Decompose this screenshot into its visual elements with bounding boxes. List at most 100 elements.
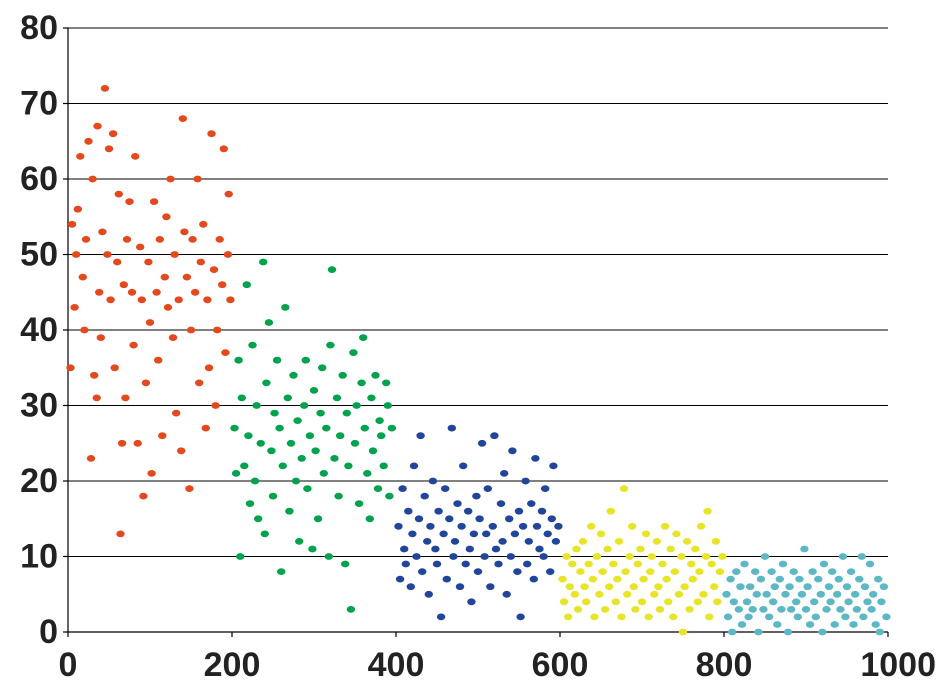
x-tick-label: 600 xyxy=(532,646,589,681)
data-point xyxy=(699,590,708,598)
data-point xyxy=(625,553,634,560)
data-point xyxy=(119,281,128,289)
data-point xyxy=(193,175,202,183)
x-tick-label: 400 xyxy=(368,646,425,681)
data-point xyxy=(508,447,517,455)
data-point xyxy=(751,568,760,575)
data-point xyxy=(394,522,403,530)
data-point xyxy=(674,590,684,598)
data-point xyxy=(234,356,243,364)
data-point xyxy=(879,583,889,591)
data-point xyxy=(754,628,763,636)
data-point xyxy=(441,485,450,492)
data-point xyxy=(740,560,749,568)
data-point xyxy=(759,606,768,613)
data-point xyxy=(464,507,473,515)
data-point xyxy=(524,538,533,545)
data-point xyxy=(562,553,571,560)
data-point xyxy=(108,130,118,138)
data-point xyxy=(655,606,665,613)
data-point xyxy=(573,606,583,613)
data-point xyxy=(808,568,817,575)
data-point xyxy=(359,334,368,341)
data-point xyxy=(382,379,391,387)
data-point xyxy=(860,583,870,591)
data-point xyxy=(80,326,89,334)
data-point xyxy=(295,538,304,545)
data-point xyxy=(494,560,503,568)
y-tick-label: 80 xyxy=(20,9,58,47)
data-point xyxy=(502,590,511,598)
data-point xyxy=(100,85,110,92)
data-point xyxy=(180,228,189,236)
data-point xyxy=(824,583,834,591)
y-tick-label: 40 xyxy=(20,311,58,349)
y-tick-label: 0 xyxy=(39,613,58,651)
data-point xyxy=(549,462,558,470)
data-point xyxy=(78,273,88,281)
data-point xyxy=(841,613,850,621)
data-point xyxy=(775,575,784,583)
data-point xyxy=(859,613,868,621)
data-point xyxy=(237,394,246,402)
data-point xyxy=(762,590,771,598)
data-point xyxy=(313,515,323,523)
data-point xyxy=(800,545,809,553)
data-point xyxy=(644,613,653,621)
data-point xyxy=(863,598,872,606)
data-point xyxy=(170,251,179,258)
data-point xyxy=(882,613,891,621)
data-point xyxy=(844,598,853,606)
data-point xyxy=(688,575,697,583)
data-point xyxy=(580,583,589,591)
data-point xyxy=(327,266,337,273)
data-point xyxy=(781,590,790,598)
data-point xyxy=(670,568,679,575)
data-point xyxy=(174,296,183,304)
data-point xyxy=(558,575,567,583)
data-point xyxy=(66,364,75,372)
data-point xyxy=(149,198,159,206)
data-point xyxy=(778,560,788,568)
data-point xyxy=(136,243,145,251)
data-point xyxy=(326,341,335,349)
data-point xyxy=(185,485,194,492)
data-point xyxy=(867,606,876,613)
data-point xyxy=(592,553,602,560)
data-point xyxy=(354,500,364,507)
data-point xyxy=(603,545,612,553)
data-point xyxy=(349,349,358,356)
data-point xyxy=(84,137,93,145)
data-point xyxy=(514,507,524,515)
data-point xyxy=(254,515,263,523)
data-point xyxy=(532,522,542,530)
data-point xyxy=(654,583,663,591)
data-point xyxy=(614,538,624,545)
data-point xyxy=(406,583,415,591)
data-point xyxy=(231,470,241,477)
data-point xyxy=(746,583,755,591)
data-point xyxy=(423,538,432,545)
data-point xyxy=(650,590,659,598)
data-point xyxy=(598,568,607,575)
data-point xyxy=(826,598,835,606)
data-point xyxy=(166,175,175,183)
data-point xyxy=(874,575,883,583)
data-point xyxy=(543,530,552,538)
data-point xyxy=(248,341,257,349)
data-point xyxy=(877,598,886,606)
data-point xyxy=(73,205,83,213)
data-point xyxy=(611,598,620,606)
data-point xyxy=(92,394,101,402)
data-point xyxy=(726,575,735,583)
data-point xyxy=(286,439,296,447)
data-point xyxy=(718,553,727,560)
data-point xyxy=(442,575,451,583)
data-point xyxy=(764,613,774,621)
data-point xyxy=(332,394,342,402)
data-point xyxy=(539,553,548,560)
data-point xyxy=(459,462,468,470)
y-tick-label: 70 xyxy=(20,85,58,123)
data-point xyxy=(400,545,409,553)
